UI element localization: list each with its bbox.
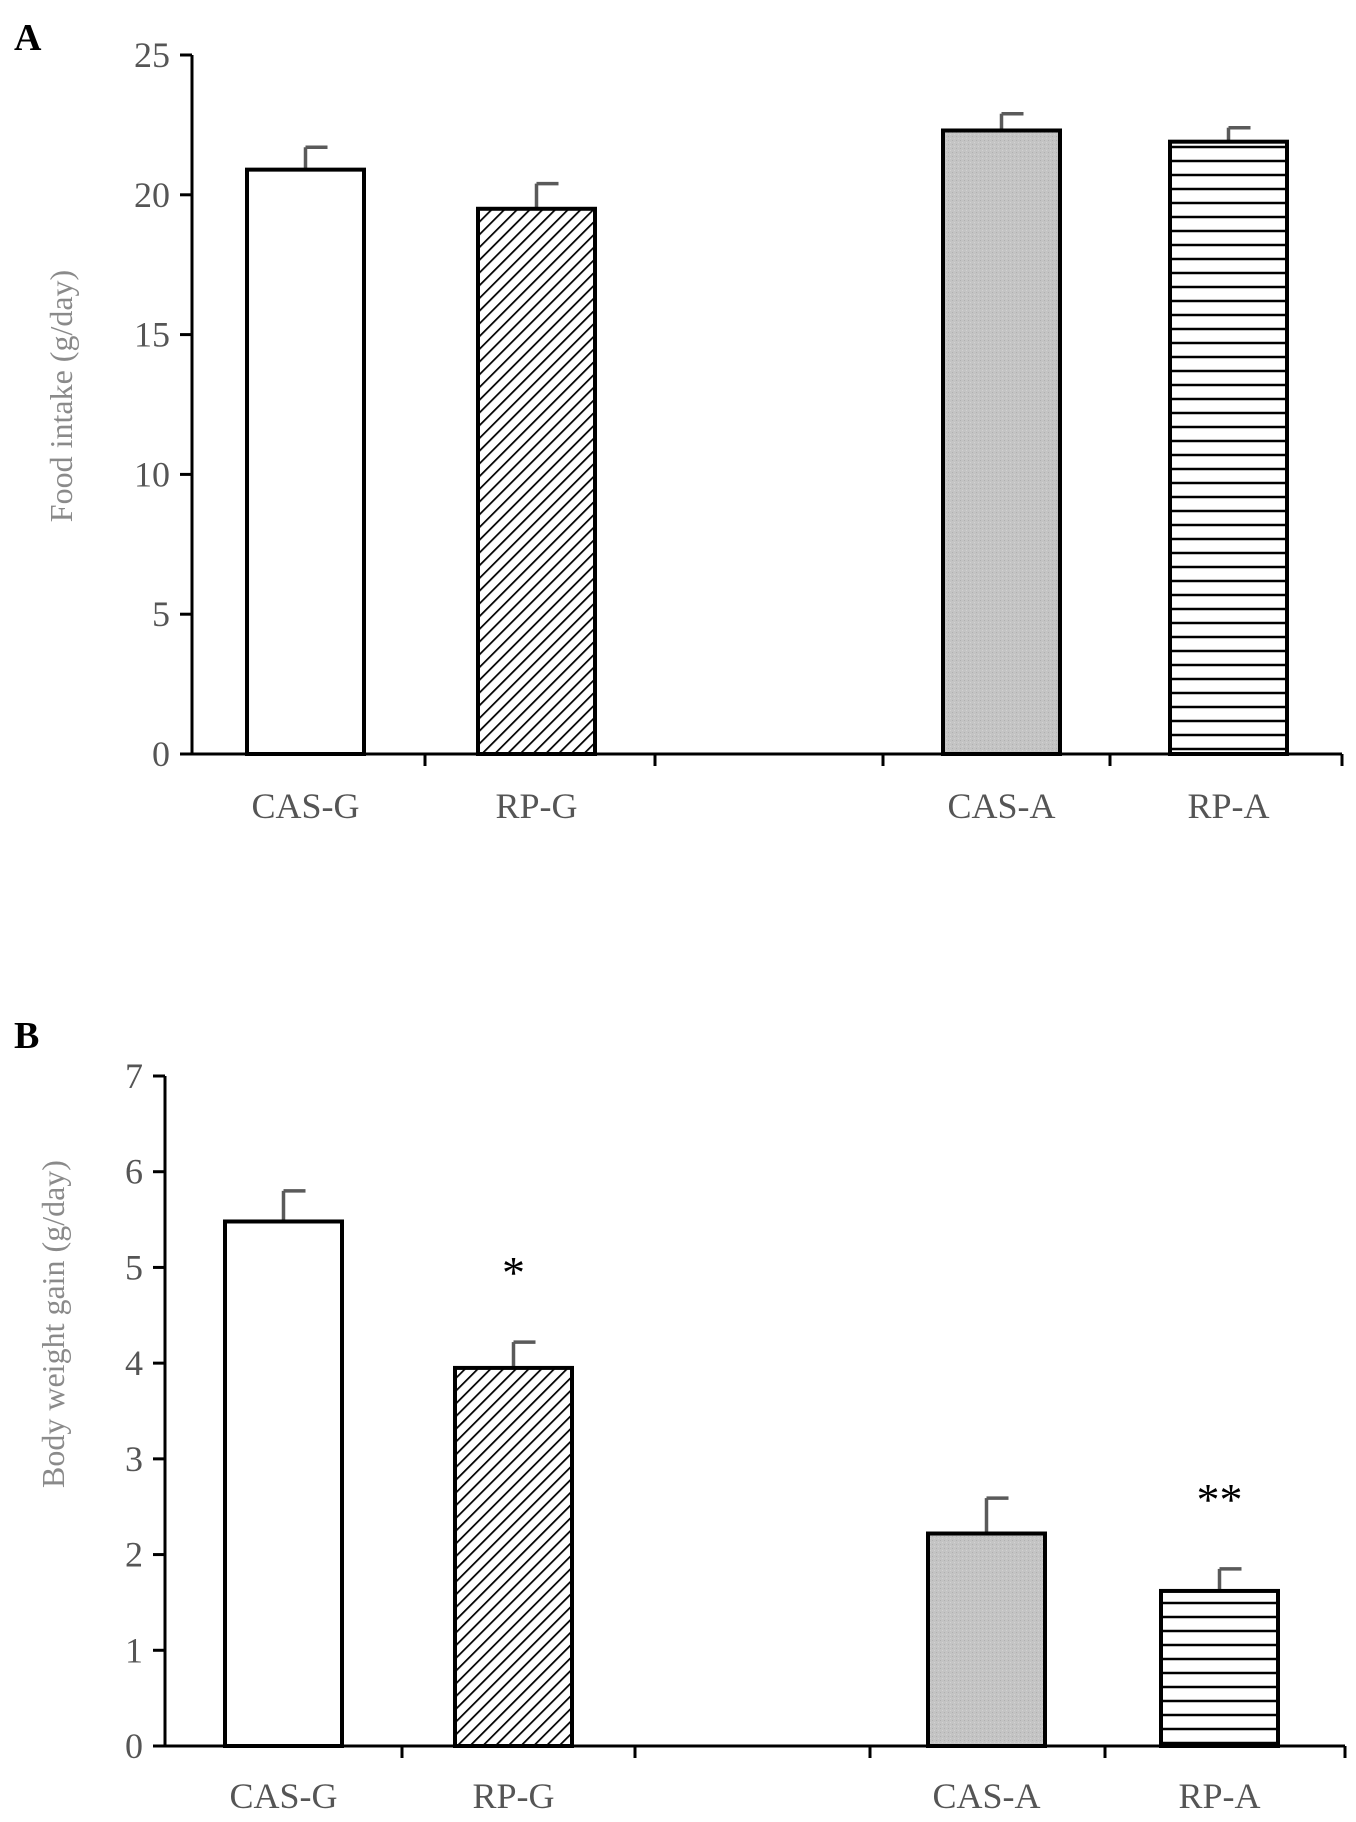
bar-rp-a xyxy=(1159,1588,1280,1749)
x-category-label: RP-A xyxy=(1187,786,1269,826)
y-tick-label: 10 xyxy=(134,454,170,494)
y-tick-label: 6 xyxy=(125,1152,143,1192)
bar-cas-a xyxy=(941,128,1062,756)
bar-rp-g xyxy=(453,1365,574,1749)
y-axis-label: Body weight gain (g/day) xyxy=(35,1160,71,1488)
x-category-label: RP-G xyxy=(472,1776,554,1816)
bar-rp-g xyxy=(476,206,597,756)
y-tick-label: 4 xyxy=(125,1343,143,1383)
x-category-label: CAS-A xyxy=(947,786,1055,826)
y-tick-label: 0 xyxy=(152,734,170,774)
y-tick-label: 1 xyxy=(125,1630,143,1670)
x-category-label: RP-A xyxy=(1178,1776,1260,1816)
y-tick-label: 25 xyxy=(134,35,170,75)
panel-b: B Body weight gain (g/day) 0 1 2 3 4 5 6 7 CAS-G… xyxy=(14,1015,1347,1816)
y-tick-label: 5 xyxy=(125,1247,143,1287)
significance-marker: * xyxy=(502,1247,525,1298)
bar-rp-a xyxy=(1168,139,1289,756)
x-category-label: CAS-G xyxy=(251,786,359,826)
y-tick-label: 20 xyxy=(134,175,170,215)
panel-letter-b: B xyxy=(14,1015,39,1057)
x-category-label: RP-G xyxy=(495,786,577,826)
y-tick-label: 5 xyxy=(152,594,170,634)
bar-cas-g xyxy=(223,1219,344,1748)
bar-cas-g xyxy=(245,167,366,757)
x-category-label: CAS-G xyxy=(229,1776,337,1816)
y-tick-label: 2 xyxy=(125,1535,143,1575)
x-category-label: CAS-A xyxy=(932,1776,1040,1816)
y-axis-label: Food intake (g/day) xyxy=(43,270,79,522)
bar-cas-a xyxy=(926,1531,1047,1748)
panel-letter-a: A xyxy=(14,17,42,59)
significance-marker: ** xyxy=(1197,1474,1243,1525)
panel-a: A Food intake (g/day) 0 5 10 15 20 25 CAS-G RP-… xyxy=(14,17,1344,826)
y-tick-label: 0 xyxy=(125,1726,143,1766)
y-tick-label: 15 xyxy=(134,315,170,355)
y-tick-label: 3 xyxy=(125,1439,143,1479)
y-tick-label: 7 xyxy=(125,1056,143,1096)
